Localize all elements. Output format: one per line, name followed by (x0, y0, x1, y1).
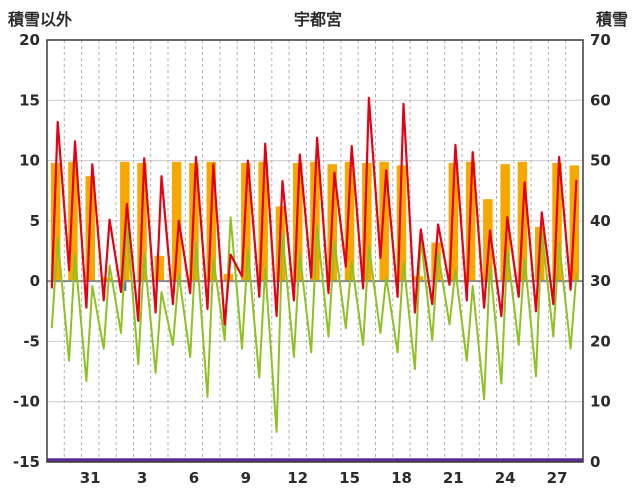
svg-text:30: 30 (590, 272, 611, 290)
chart-title: 宇都宮 (293, 10, 342, 29)
svg-text:3: 3 (137, 469, 147, 487)
svg-text:10: 10 (590, 393, 611, 411)
left-tick-labels: 20 15 10 5 0 -5 -10 -15 (13, 31, 40, 471)
svg-text:0: 0 (590, 453, 600, 471)
right-axis-title: 積雪 (595, 10, 628, 29)
svg-text:50: 50 (590, 152, 611, 170)
svg-text:31: 31 (80, 469, 101, 487)
x-tick-labels: 31 3 6 9 12 15 18 21 24 27 (80, 469, 568, 487)
svg-text:6: 6 (189, 469, 199, 487)
svg-text:-15: -15 (13, 453, 40, 471)
svg-text:20: 20 (19, 31, 40, 49)
svg-text:5: 5 (30, 212, 40, 230)
svg-text:-5: -5 (23, 332, 40, 350)
svg-text:15: 15 (19, 91, 40, 109)
green-line (50, 216, 578, 433)
left-axis-title: 積雪以外 (8, 10, 73, 29)
svg-text:12: 12 (287, 469, 308, 487)
svg-text:40: 40 (590, 212, 611, 230)
svg-text:60: 60 (590, 91, 611, 109)
svg-text:27: 27 (547, 469, 568, 487)
svg-text:10: 10 (19, 152, 40, 170)
red-line (50, 96, 578, 326)
svg-text:15: 15 (339, 469, 360, 487)
svg-text:21: 21 (443, 469, 464, 487)
svg-text:20: 20 (590, 332, 611, 350)
svg-text:-10: -10 (13, 393, 40, 411)
svg-text:24: 24 (495, 469, 516, 487)
svg-text:70: 70 (590, 31, 611, 49)
svg-text:0: 0 (30, 272, 40, 290)
right-tick-labels: 70 60 50 40 30 20 10 0 (590, 31, 611, 471)
svg-text:18: 18 (391, 469, 412, 487)
blue-mark (123, 281, 127, 291)
plot-border (46, 39, 584, 463)
svg-text:9: 9 (241, 469, 251, 487)
